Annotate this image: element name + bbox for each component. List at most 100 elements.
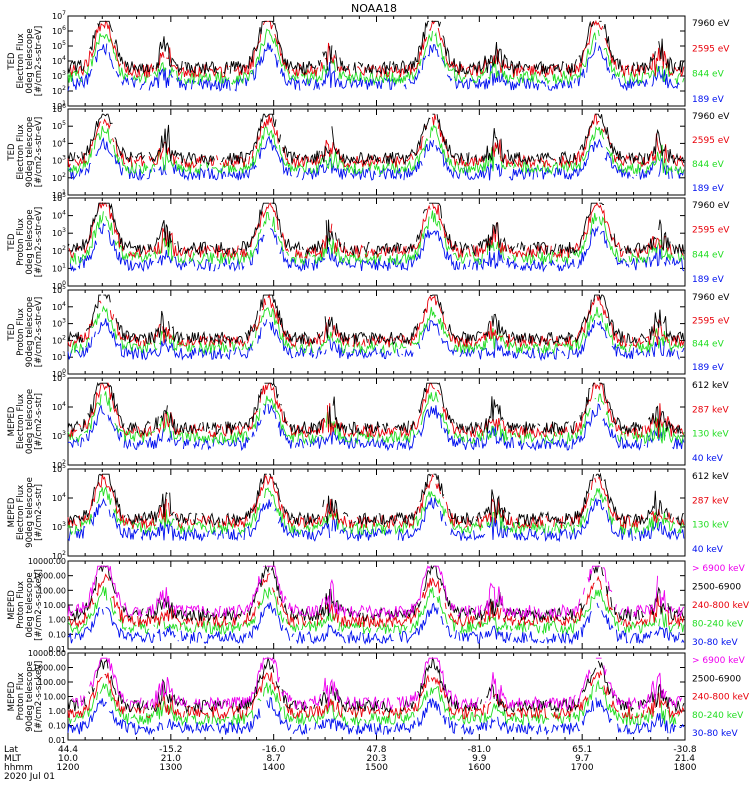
y-tick-label: 102 bbox=[52, 85, 66, 96]
y-tick-label: 103 bbox=[52, 155, 66, 166]
y-tick-label: 105 bbox=[52, 192, 66, 203]
series-trace bbox=[70, 305, 685, 355]
y-tick-label: 101 bbox=[52, 189, 66, 200]
x-lat-value: -15.2 bbox=[159, 745, 182, 755]
y-tick-label: 0.10 bbox=[48, 630, 66, 639]
x-hhmm-value: 1600 bbox=[468, 763, 491, 773]
y-tick-label: 100 bbox=[52, 368, 66, 379]
legend-entry: 7960 eV bbox=[692, 201, 730, 211]
legend-entry: 2595 eV bbox=[692, 316, 730, 326]
bottom-row-label: MLT bbox=[4, 754, 22, 764]
y-tick-label: 103 bbox=[52, 318, 66, 329]
y-tick-label: 104 bbox=[52, 401, 66, 412]
x-lat-value: -81.0 bbox=[468, 745, 492, 755]
x-mlt-value: 8.7 bbox=[267, 754, 281, 764]
panel-2: 101 102 103 104 105 106 TED Electron Flux 90deg … bbox=[7, 103, 730, 200]
y-tick-label: 10.00 bbox=[43, 601, 66, 610]
panel-8: 0.01 0.10 1.00 10.00 100.00 1000.00 10000.00 ME… bbox=[7, 649, 750, 745]
series-trace bbox=[67, 656, 685, 714]
y-axis-label-line: Electron Flux bbox=[16, 485, 26, 540]
legend-entry: 2500-6900 bbox=[692, 674, 741, 684]
y-tick-label: 100 bbox=[52, 280, 66, 291]
y-tick-label: 105 bbox=[52, 284, 66, 295]
series-trace bbox=[67, 697, 685, 736]
legend-entry: 2500-6900 bbox=[692, 583, 741, 593]
y-axis-label-line: 0deg telescope bbox=[25, 572, 35, 637]
legend-entry: 240-800 keV bbox=[692, 693, 750, 703]
y-tick-label: 106 bbox=[52, 103, 66, 114]
legend-entry: 7960 eV bbox=[692, 112, 730, 122]
panel-frame bbox=[67, 15, 686, 107]
panel-1: 101 102 103 104 105 106 107 TED Electron Flux 0de… bbox=[7, 10, 730, 111]
y-tick-label: 10.00 bbox=[43, 693, 66, 702]
y-axis-label-line: TED bbox=[7, 323, 17, 342]
y-tick-label: 0.01 bbox=[48, 645, 66, 654]
legend-entry: 130 keV bbox=[692, 521, 729, 531]
y-tick-label: 101 bbox=[52, 351, 66, 362]
y-tick-label: 102 bbox=[52, 172, 66, 183]
y-axis-label-line: Electron Flux bbox=[16, 394, 26, 449]
legend-entry: 189 eV bbox=[692, 363, 725, 373]
y-axis-label-line: [#/cm2-s-str-eV] bbox=[34, 26, 44, 96]
x-hhmm-value: 1700 bbox=[571, 763, 594, 773]
legend-entry: > 6900 keV bbox=[692, 656, 746, 666]
panel-5: 102 103 104 105 MEPED Electron Flux 0deg teles… bbox=[7, 372, 729, 470]
x-hhmm-value: 1500 bbox=[365, 763, 388, 773]
series-trace bbox=[67, 403, 685, 452]
y-tick-label: 1000.00 bbox=[33, 664, 66, 673]
series-trace bbox=[67, 318, 685, 362]
legend-entry: 189 eV bbox=[692, 95, 725, 105]
y-axis-label-line: Proton Flux bbox=[16, 308, 26, 356]
legend-entry: 189 eV bbox=[692, 184, 725, 194]
y-tick-label: 0.01 bbox=[48, 736, 66, 745]
y-axis-label-line: [#/cm2-s-str-eV] bbox=[34, 297, 44, 367]
y-axis-label-line: MEPED bbox=[7, 406, 17, 436]
legend-entry: 80-240 keV bbox=[692, 711, 744, 721]
y-tick-label: 103 bbox=[52, 430, 66, 441]
y-axis-label-line: MEPED bbox=[7, 497, 17, 527]
y-axis-label-line: [#/cm2-s-str-eV] bbox=[34, 207, 44, 277]
bottom-row-label: Lat bbox=[4, 745, 19, 755]
x-hhmm-value: 1300 bbox=[159, 763, 182, 773]
x-hhmm-value: 1400 bbox=[262, 763, 285, 773]
legend-entry: > 6900 keV bbox=[692, 564, 746, 574]
legend-entry: 287 keV bbox=[692, 405, 729, 415]
legend-entry: 30-80 keV bbox=[692, 729, 738, 739]
panel-3: 100 101 102 103 104 105 TED Proton Flux 0deg tel… bbox=[7, 192, 730, 291]
x-hhmm-value: 1800 bbox=[674, 763, 697, 773]
legend-entry: 189 eV bbox=[692, 275, 725, 285]
y-axis-label-line: [#/cm2-s-str] bbox=[34, 393, 44, 450]
panel-frame bbox=[67, 652, 686, 741]
legend-entry: 287 keV bbox=[692, 496, 729, 506]
y-axis-label-line: Proton Flux bbox=[16, 581, 26, 629]
y-axis-label-line: 90deg telescope bbox=[25, 297, 35, 368]
x-lat-value: -16.0 bbox=[262, 745, 286, 755]
y-axis-label-line: Electron Flux bbox=[16, 33, 26, 88]
x-mlt-value: 9.9 bbox=[472, 754, 487, 764]
y-tick-label: 103 bbox=[52, 70, 66, 81]
series-trace bbox=[67, 202, 685, 257]
y-tick-label: 10000.00 bbox=[28, 649, 66, 658]
y-axis-label-line: 90deg telescope bbox=[25, 117, 35, 188]
y-tick-label: 1.00 bbox=[48, 707, 66, 716]
x-lat-value: 65.1 bbox=[572, 745, 592, 755]
y-tick-label: 104 bbox=[52, 492, 66, 503]
y-tick-label: 104 bbox=[52, 137, 66, 148]
x-mlt-value: 9.7 bbox=[575, 754, 589, 764]
legend-entry: 612 keV bbox=[692, 472, 729, 482]
y-axis-label-line: Proton Flux bbox=[16, 218, 26, 266]
y-tick-label: 100.00 bbox=[38, 586, 66, 595]
y-tick-label: 1.00 bbox=[48, 616, 66, 625]
y-tick-label: 105 bbox=[52, 40, 66, 51]
y-axis-label-line: [#/cm2-s-str] bbox=[34, 484, 44, 541]
y-tick-label: 103 bbox=[52, 227, 66, 238]
y-axis-label-line: [#/cm2-s-str-eV] bbox=[34, 117, 44, 187]
y-axis-label-line: [#/cm2-s-sr-keV] bbox=[34, 569, 44, 641]
legend-entry: 130 keV bbox=[692, 430, 729, 440]
series-trace bbox=[67, 113, 685, 166]
x-mlt-value: 20.3 bbox=[366, 754, 386, 764]
y-tick-label: 106 bbox=[52, 25, 66, 36]
series-trace bbox=[67, 20, 685, 76]
y-tick-label: 100.00 bbox=[38, 678, 66, 687]
